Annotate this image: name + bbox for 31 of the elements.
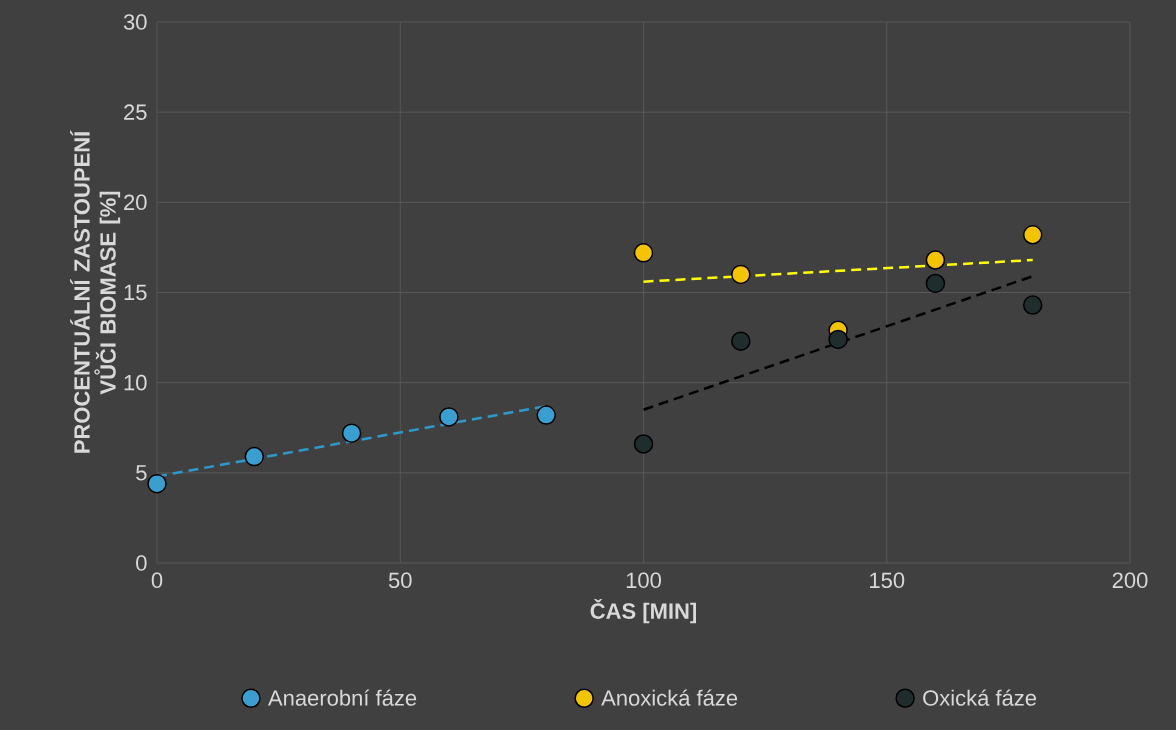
x-tick-label: 150 — [870, 572, 905, 589]
point — [633, 434, 654, 454]
point — [925, 250, 946, 270]
point — [633, 243, 654, 263]
point — [1022, 225, 1043, 245]
point — [828, 329, 848, 350]
x-tick-label: 50 — [388, 572, 412, 589]
point — [731, 331, 751, 351]
x-axis-title: ČAS [MIN] — [590, 598, 696, 624]
legend-label: Anaerobní fáze — [267, 689, 417, 706]
x-tick-label: 200 — [1112, 572, 1148, 589]
y-tick-label: 30 — [123, 14, 147, 30]
point — [731, 264, 751, 285]
y-tick-label: 20 — [124, 194, 147, 211]
x-tick-label: 100 — [626, 572, 661, 589]
y-tick-label: 15 — [124, 284, 147, 301]
x-tick-label: 0 — [151, 572, 163, 589]
point — [925, 273, 946, 294]
y-tick-label: 10 — [124, 374, 147, 391]
legend-label: Anoxická fáze — [601, 689, 738, 706]
point — [439, 407, 459, 427]
point — [536, 405, 556, 425]
y-tick-label: 25 — [124, 104, 147, 120]
legend-label: Oxická fáze — [923, 689, 1037, 706]
y-tick-label: 0 — [136, 555, 147, 571]
point — [341, 423, 362, 443]
y-tick-label: 5 — [136, 465, 147, 481]
point — [1022, 295, 1043, 315]
y-axis-title: PROCENTUÁLNÍ ZASTOUPENÍ VŮČI BIOMASE [%] — [70, 130, 121, 453]
point — [244, 446, 265, 467]
point — [147, 473, 167, 494]
